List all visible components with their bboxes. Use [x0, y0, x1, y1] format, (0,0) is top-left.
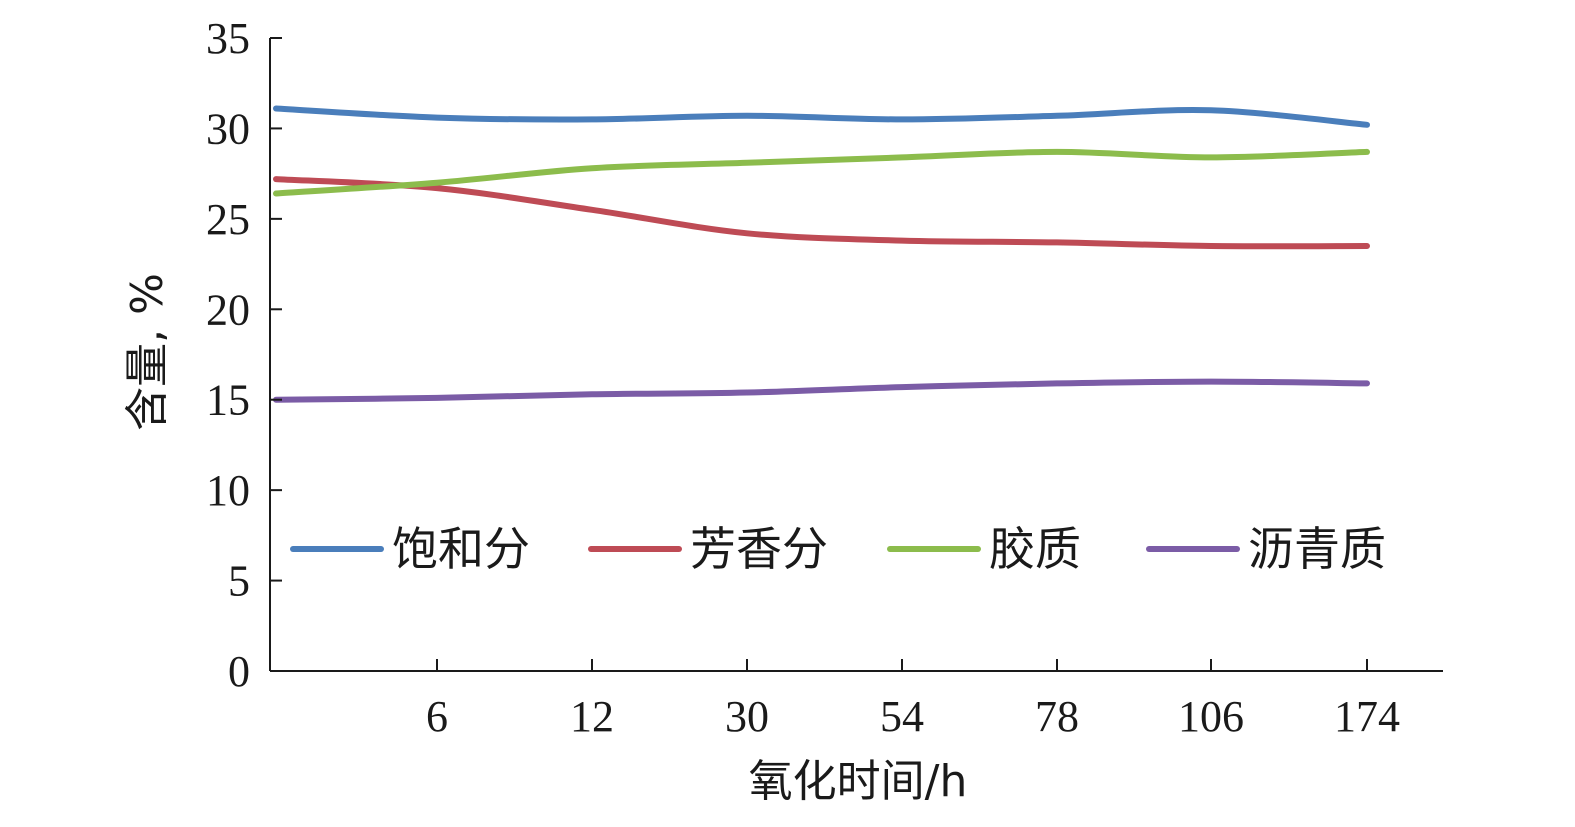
y-axis-title: 含量, % [122, 273, 173, 431]
x-tick-label: 106 [1178, 692, 1244, 741]
y-tick-label: 10 [206, 466, 250, 515]
series-line-1 [273, 105, 1370, 128]
x-tick-label: 6 [426, 692, 448, 741]
legend-label-1: 饱和分 [392, 522, 530, 576]
y-tick-label: 30 [206, 104, 250, 153]
legend-label-4: 沥青质 [1248, 522, 1386, 576]
y-tick-label: 20 [206, 285, 250, 334]
axes-layer: 0 5 10 15 20 25 30 35 6 12 30 54 78 106 174 [206, 14, 1443, 741]
legend-label-2: 芳香分 [690, 522, 828, 576]
x-tick-label: 78 [1035, 692, 1079, 741]
y-tick-label: 5 [228, 557, 250, 606]
x-tick-label: 174 [1334, 692, 1400, 741]
x-tick-label: 12 [570, 692, 614, 741]
y-tick-label: 35 [206, 14, 250, 63]
series-line-3 [273, 148, 1370, 197]
y-tick-label: 15 [206, 376, 250, 425]
x-axis-title: 氧化时间/h [749, 756, 968, 807]
x-tick-label: 54 [880, 692, 924, 741]
legend-label-3: 胶质 [989, 522, 1081, 576]
series-layer [273, 105, 1370, 403]
series-line-2 [273, 176, 1370, 250]
x-tick-label: 30 [725, 692, 769, 741]
y-tick-label: 0 [228, 647, 250, 696]
legend: 饱和分 芳香分 胶质 沥青质 [290, 522, 1386, 576]
series-line-4 [273, 378, 1370, 403]
y-tick-label: 25 [206, 195, 250, 244]
